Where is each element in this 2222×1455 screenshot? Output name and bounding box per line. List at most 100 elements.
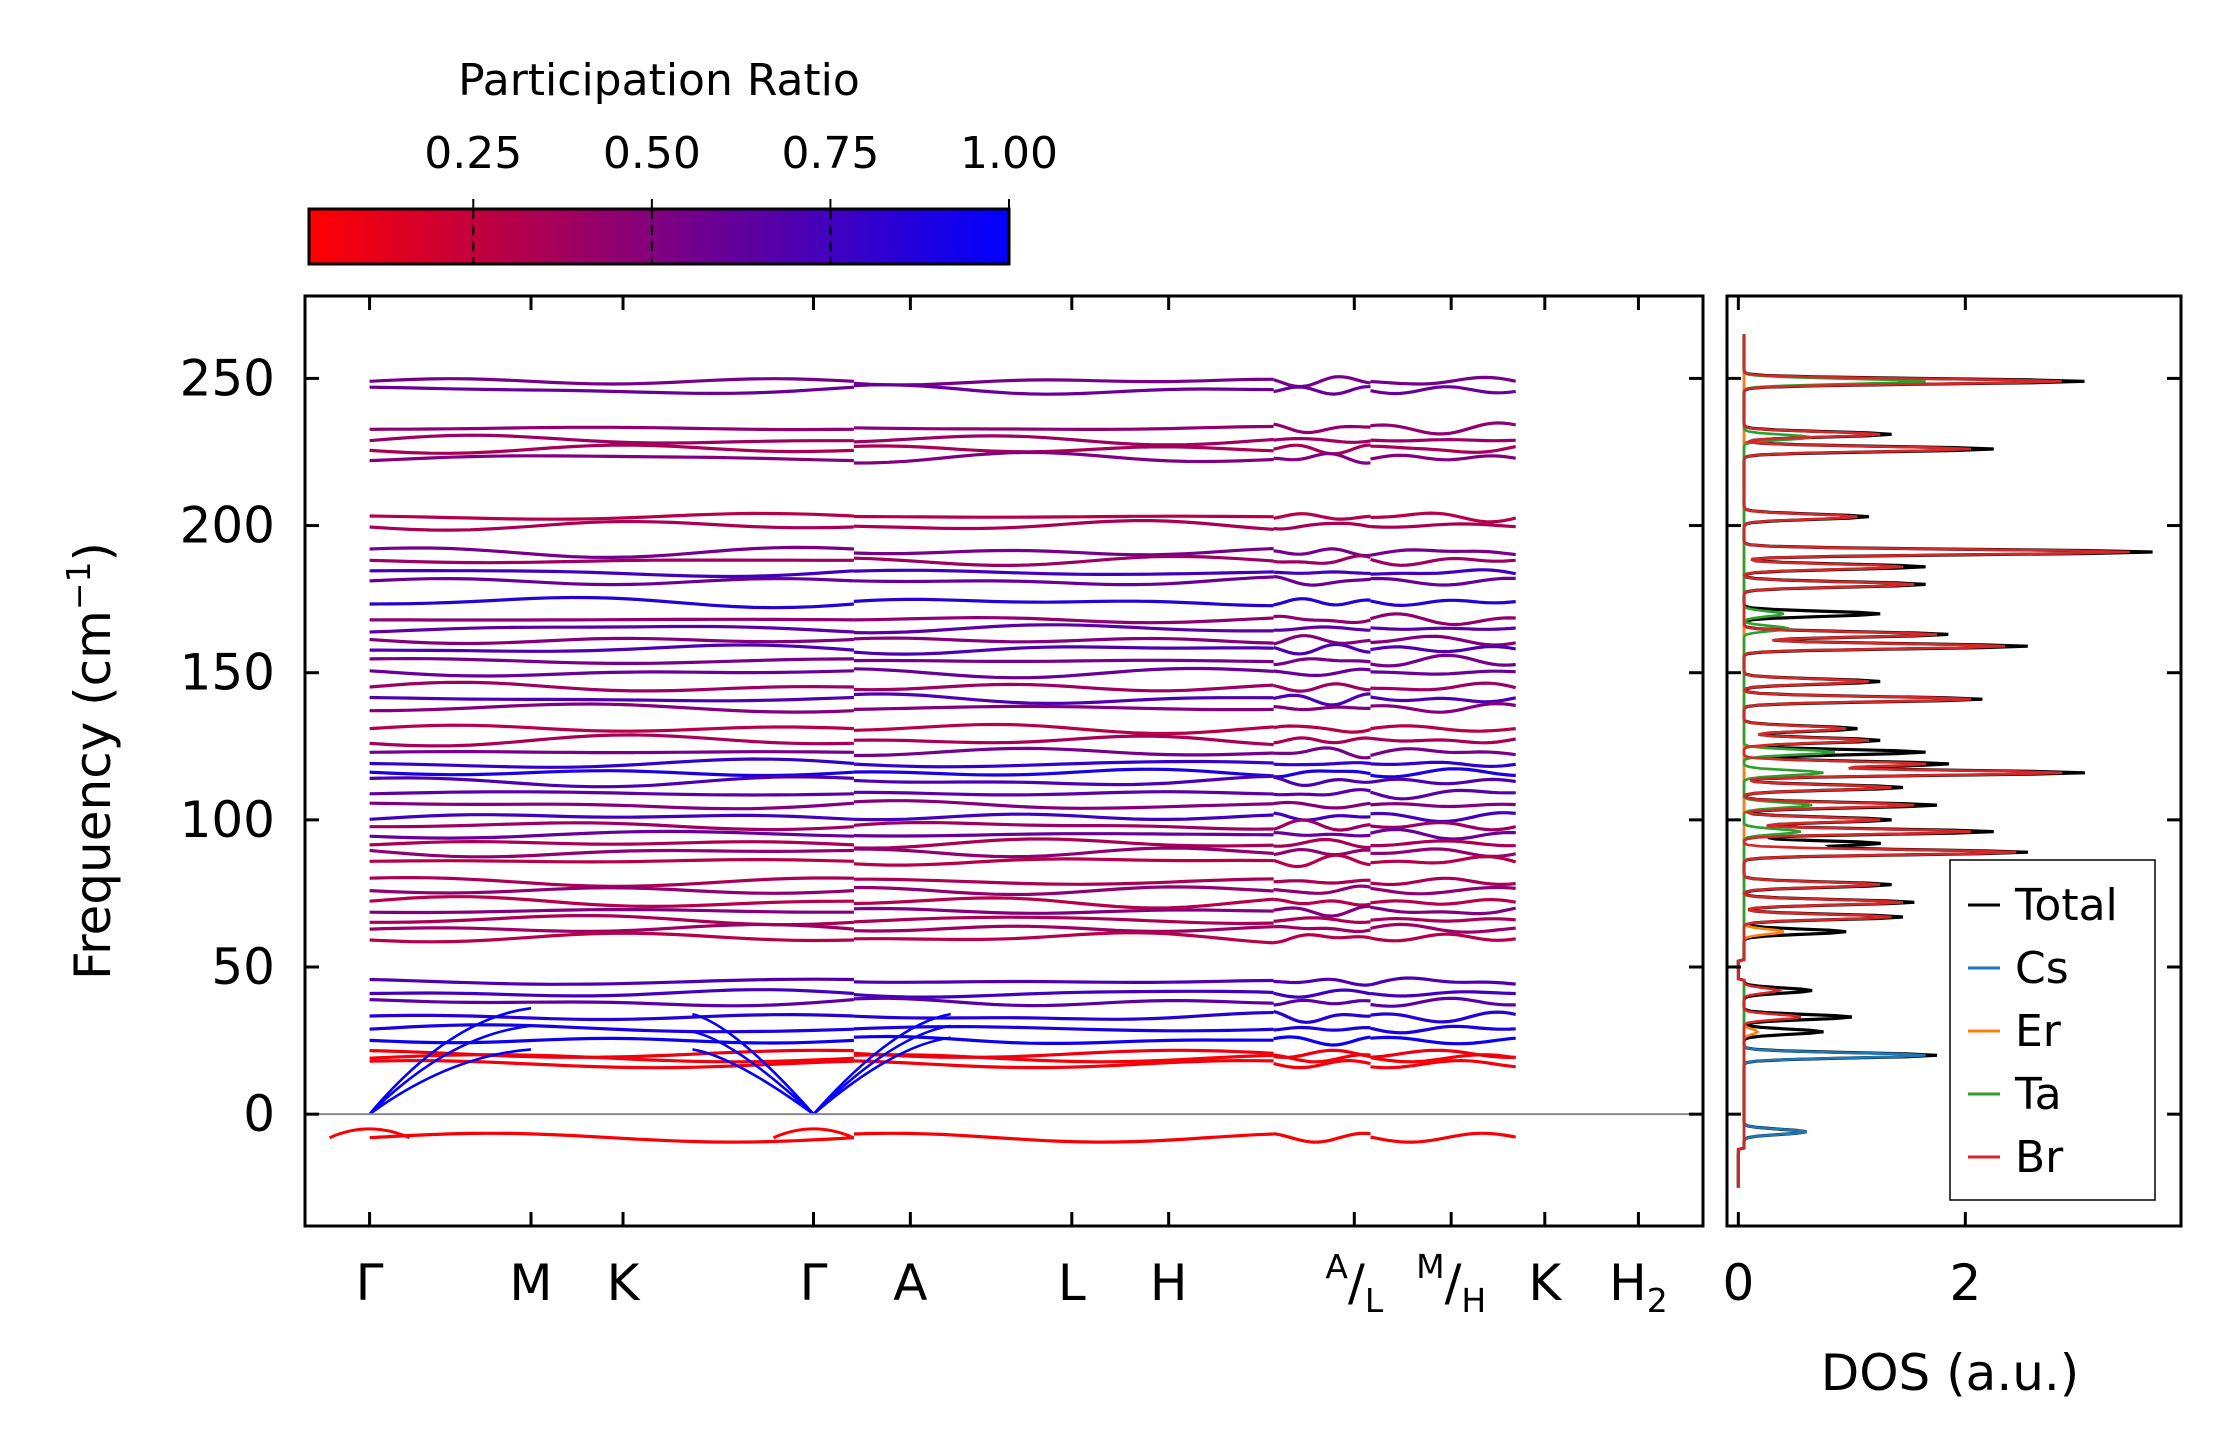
phonon-band [369, 558, 854, 565]
colorbar-tick-label: 0.75 [781, 128, 879, 179]
phonon-band [369, 848, 854, 859]
phonon-band [853, 434, 1274, 447]
phonon-band [1273, 788, 1371, 797]
phonon-band [853, 682, 1274, 693]
phonon-band [1273, 933, 1371, 945]
phonon-band [1273, 1035, 1371, 1047]
colorbar: Participation Ratio 0.25 0.50 0.75 1.00 [307, 55, 1058, 266]
phonon-band [369, 931, 854, 944]
acoustic-branch [812, 1024, 951, 1116]
x-tick-label: A/L [1325, 1247, 1383, 1320]
phonon-band [1273, 692, 1371, 707]
phonon-band [369, 813, 854, 821]
phonon-band [369, 443, 854, 455]
phonon-band [1370, 681, 1517, 692]
phonon-band [1273, 746, 1371, 760]
phonon-band [1273, 634, 1371, 646]
low-band [369, 1058, 854, 1070]
phonon-band [369, 801, 855, 811]
phonon-band [1273, 667, 1371, 677]
phonon-band [1370, 897, 1516, 906]
legend-label: Br [2015, 1132, 2064, 1183]
phonon-band [1273, 769, 1371, 779]
y-tick-label: 0 [243, 1085, 275, 1143]
dos-axes-frame [1725, 294, 2183, 1228]
phonon-band [369, 1023, 854, 1034]
phonon-band [1273, 451, 1371, 465]
phonon-band [1370, 747, 1516, 757]
phonon-band [853, 615, 1274, 625]
phonon-band [1370, 644, 1516, 654]
phonon-band [853, 896, 1274, 910]
phonon-band [1370, 701, 1516, 714]
phonon-band [369, 595, 855, 610]
phonon-band [369, 790, 854, 797]
phonon-band [369, 511, 854, 521]
legend-label: Ta [2014, 1069, 2062, 1120]
phonon-band [853, 877, 1274, 886]
phonon-band [1273, 998, 1371, 1007]
phonon-band [369, 908, 854, 915]
x-tick-label: H2 [1609, 1254, 1668, 1320]
phonon-band [853, 722, 1274, 736]
phonon-band [853, 450, 1274, 465]
phonon-band [853, 704, 1274, 712]
phonon-band [369, 1012, 854, 1022]
dos-x-tick-label: 2 [1949, 1254, 1981, 1312]
phonon-band [853, 978, 1274, 984]
phonon-band [1370, 522, 1516, 529]
y-tick-label: 250 [180, 349, 275, 407]
phonon-band [1273, 925, 1371, 934]
x-tick-label: H [1150, 1254, 1188, 1312]
phonon-band [853, 623, 1274, 635]
phonon-band [1370, 653, 1516, 668]
phonon-band [369, 669, 854, 678]
phonon-band [369, 922, 855, 934]
phonon-band [1273, 853, 1371, 869]
phonon-band [1273, 512, 1371, 521]
phonon-band [1370, 548, 1516, 557]
phonon-band [1370, 385, 1516, 396]
phonon-band [853, 885, 1274, 897]
phonon-band [1273, 904, 1371, 918]
phonon-band [369, 875, 854, 888]
imaginary-band [853, 1131, 1274, 1144]
acoustic-branch [692, 1030, 815, 1116]
phonon-band [1370, 669, 1516, 676]
phonon-band [369, 617, 854, 622]
phonon-band [1370, 511, 1517, 524]
phonon-band [369, 702, 854, 714]
colorbar-ticks: 0.25 0.50 0.75 1.00 [424, 128, 1058, 264]
phonon-band [1273, 878, 1371, 885]
phonon-band [1273, 657, 1371, 667]
phonon-band [1370, 811, 1516, 824]
phonon-band [1370, 767, 1516, 779]
y-tick-label: 100 [180, 791, 275, 849]
phonon-band [853, 658, 1274, 664]
phonon-band [853, 820, 1274, 831]
phonon-band [853, 931, 1274, 945]
phonon-band [1370, 990, 1516, 998]
phonon-band [853, 790, 1274, 797]
phonon-band [1273, 554, 1371, 565]
phonon-band [1273, 642, 1371, 656]
x-tick-label: Γ [800, 1254, 828, 1312]
acoustic-branch [812, 1036, 951, 1116]
phonon-band [1370, 760, 1516, 769]
low-band [1273, 1059, 1371, 1070]
phonon-band [1273, 811, 1371, 822]
phonon-band [853, 575, 1274, 587]
phonon-band [1370, 827, 1516, 841]
y-tick-label: 50 [211, 938, 275, 996]
phonon-band [1370, 976, 1516, 987]
phonon-band [853, 424, 1274, 431]
phonon-band [853, 734, 1274, 747]
phonon-band [369, 385, 855, 396]
phonon-band [1370, 876, 1516, 887]
low-band [1370, 1048, 1516, 1060]
phonon-band [853, 832, 1274, 838]
phonon-band [369, 545, 854, 560]
dos-line-br [1737, 334, 2130, 1188]
phonon-band [369, 757, 855, 769]
